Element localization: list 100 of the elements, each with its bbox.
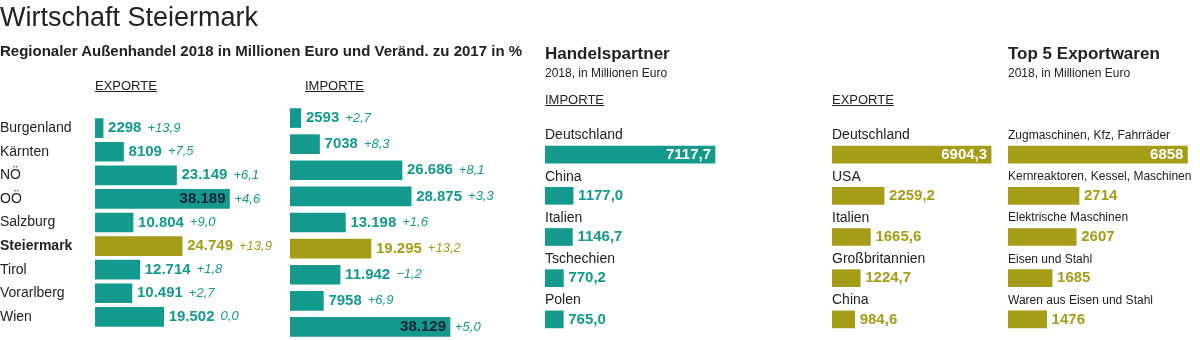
data-label: 2714 <box>1084 185 1119 203</box>
y-tick-label: Vorarlberg <box>0 284 65 301</box>
bar <box>290 264 341 285</box>
y-tick-label: Polen <box>545 291 581 308</box>
annotation: +9,0 <box>189 214 217 230</box>
chart-title: Wirtschaft Steiermark <box>0 2 259 33</box>
annotation: +13,9 <box>147 119 181 135</box>
bar <box>1008 310 1047 329</box>
annotation: +13,2 <box>427 240 462 256</box>
y-tick-label: Zugmaschinen, Kfz, Fahrräder <box>1008 127 1171 142</box>
y-tick-label: Steiermark <box>0 236 73 253</box>
bar <box>290 134 320 154</box>
bar <box>545 310 564 329</box>
data-label: 38.189 <box>179 189 226 207</box>
bar <box>545 186 574 205</box>
bar <box>290 186 412 207</box>
annotation: +6,9 <box>367 292 394 308</box>
annotation: +2,7 <box>345 109 372 125</box>
chart-subtitle: 2018, in Millionen Euro <box>545 66 668 80</box>
chart-title: Top 5 Exportwaren <box>1008 44 1160 64</box>
y-tick-label: Deutschland <box>545 126 623 143</box>
data-label: 13.198 <box>350 212 397 230</box>
bar <box>95 212 134 233</box>
y-tick-label: USA <box>832 167 862 184</box>
y-tick-label: Kärnten <box>0 142 50 159</box>
data-label: 24.749 <box>187 236 234 254</box>
text: +3,3 <box>468 188 495 203</box>
data-label: 7117,7 <box>665 144 711 162</box>
data-label: 1177,0 <box>578 185 624 203</box>
bar <box>95 306 165 327</box>
x-axis-title: IMPORTE <box>545 92 604 107</box>
bar <box>832 186 885 205</box>
text: +13,9 <box>239 237 272 253</box>
y-tick-label: Elektrische Maschinen <box>1008 210 1129 225</box>
bar <box>290 291 324 311</box>
bar <box>1008 186 1080 205</box>
y-tick-label: Tirol <box>0 260 27 277</box>
data-label: 2259,2 <box>889 185 935 203</box>
annotation: +7,5 <box>167 143 195 159</box>
bar <box>290 212 346 233</box>
data-label: 1146,7 <box>577 227 623 245</box>
y-tick-label: Waren aus Eisen und Stahl <box>1008 292 1153 307</box>
annotation: +1,6 <box>402 214 429 230</box>
x-axis-title: EXPORTE <box>832 92 894 107</box>
data-label: 19.502 <box>168 306 215 324</box>
bar <box>545 269 564 288</box>
text: +6,1 <box>233 166 260 182</box>
bar <box>832 310 856 329</box>
bar <box>832 228 871 246</box>
y-tick-label: Salzburg <box>0 213 56 230</box>
annotation: +1,8 <box>196 261 224 277</box>
chart-subtitle: 2018, in Millionen Euro <box>1008 66 1131 80</box>
data-label: 28.875 <box>416 186 463 204</box>
bar <box>545 228 573 246</box>
data-label: 10.491 <box>136 283 183 301</box>
data-label: 26.686 <box>406 160 453 178</box>
data-label: 1476 <box>1051 309 1085 327</box>
bar <box>1008 269 1053 288</box>
data-label: 7958 <box>328 290 362 308</box>
data-label: 8109 <box>128 141 162 159</box>
bar <box>832 269 861 288</box>
data-label: 12.714 <box>144 259 192 277</box>
data-label: 7038 <box>324 134 358 152</box>
annotation: 0,0 <box>220 308 240 324</box>
data-label: 19.295 <box>375 238 422 256</box>
data-label: 1224,7 <box>865 268 912 286</box>
data-label: 1665,6 <box>875 227 922 245</box>
bar <box>95 141 124 162</box>
bar <box>95 165 177 186</box>
data-label: 6858 <box>1150 144 1184 162</box>
y-tick-label: Tschechien <box>545 250 616 267</box>
data-label: 984,6 <box>859 309 898 327</box>
text: +8,1 <box>458 161 485 177</box>
text: Regionaler Außenhandel 2018 in Millionen Euro und Veränd. zu 2017 in % <box>0 42 523 59</box>
y-tick-label: Großbritannien <box>832 250 926 267</box>
bar <box>95 118 104 139</box>
bar <box>290 238 372 259</box>
y-tick-label: Wien <box>0 307 32 324</box>
data-label: 38.129 <box>400 317 446 335</box>
x-axis-title: EXPORTE <box>95 78 157 93</box>
data-label: 770,2 <box>568 268 606 286</box>
bar <box>290 108 302 128</box>
y-tick-label: Italien <box>545 208 583 225</box>
chart-title: Handelspartner <box>545 44 670 64</box>
data-label: 1685 <box>1057 268 1091 286</box>
annotation: +2,7 <box>188 284 216 300</box>
data-label: 765,0 <box>568 309 606 327</box>
data-label: 23.149 <box>181 165 228 183</box>
text: +4,6 <box>234 190 261 206</box>
y-tick-label: China <box>832 291 869 308</box>
data-label: 6904,3 <box>941 144 988 162</box>
bar <box>95 189 230 209</box>
bar <box>290 317 451 337</box>
annotation: −1,2 <box>396 266 423 282</box>
data-label: 2607 <box>1081 227 1115 245</box>
y-tick-label: Burgenland <box>0 119 72 136</box>
bar <box>95 283 133 304</box>
y-tick-label: China <box>545 167 582 184</box>
data-label: 2593 <box>305 108 340 126</box>
data-label: 2298 <box>108 118 142 136</box>
